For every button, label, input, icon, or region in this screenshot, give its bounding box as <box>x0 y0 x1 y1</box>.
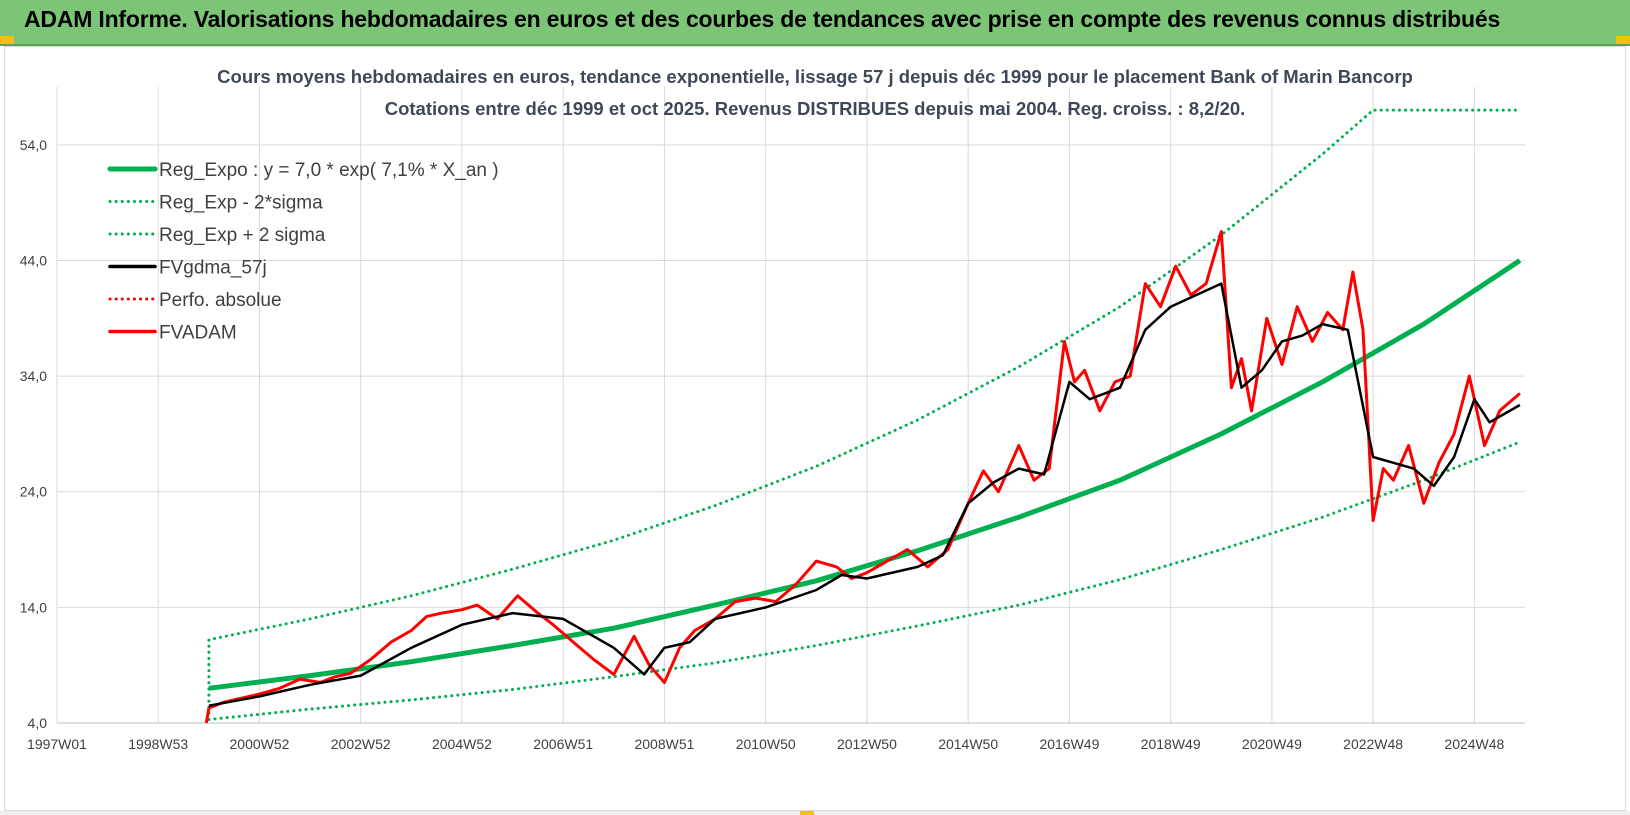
x-tick-label: 2004W52 <box>432 736 492 752</box>
x-tick-label: 2012W50 <box>837 736 897 752</box>
bottom-mark <box>800 811 814 815</box>
x-tick-label: 1998W53 <box>128 736 188 752</box>
series-line-5 <box>204 230 1521 724</box>
x-tick-label: 2008W51 <box>634 736 694 752</box>
chart-axes: 1997W01 1998W53 2000W52 2002W52 2004W52 2006W… <box>20 137 1525 752</box>
y-tick-label: 44,0 <box>20 252 47 268</box>
x-tick-label: 2016W49 <box>1039 736 1099 752</box>
x-tick-label: 2014W50 <box>938 736 998 752</box>
series-line-0 <box>208 258 1522 691</box>
x-tick-label: 2002W52 <box>331 736 391 752</box>
line-chart: 1997W01 1998W53 2000W52 2002W52 2004W52 2006W… <box>20 66 1525 752</box>
y-tick-label: 24,0 <box>20 484 47 500</box>
chart-subtitle: Cotations entre déc 1999 et oct 2025. Re… <box>385 98 1246 119</box>
legend-label: Reg_Expo : y = 7,0 * exp( 7,1% * X_an ) <box>159 160 499 181</box>
x-tick-label: 2024W48 <box>1444 736 1504 752</box>
x-tick-label: 2022W48 <box>1343 736 1403 752</box>
x-tick-label: 2020W49 <box>1242 736 1302 752</box>
series-line-1 <box>207 440 1522 721</box>
header-corner-right-mark <box>1616 36 1630 44</box>
x-tick-label: 2000W52 <box>230 736 290 752</box>
header-corner-left-mark <box>0 36 14 44</box>
series-line-2 <box>207 108 1522 721</box>
y-tick-label: 4,0 <box>28 715 48 731</box>
legend-label: Reg_Exp + 2 sigma <box>159 225 326 246</box>
series-line-3 <box>208 282 1521 707</box>
report-title: ADAM Informe. Valorisations hebdomadaire… <box>24 6 1501 32</box>
bottom-strip <box>0 811 1630 815</box>
y-tick-label: 34,0 <box>20 368 47 384</box>
chart-grid <box>56 87 1525 724</box>
chart-title: Cours moyens hebdomadaires en euros, ten… <box>217 66 1413 87</box>
x-tick-label: 1997W01 <box>27 736 87 752</box>
legend-label: Reg_Exp - 2*sigma <box>159 193 323 214</box>
report-header: ADAM Informe. Valorisations hebdomadaire… <box>0 0 1630 46</box>
x-tick-label: 2006W51 <box>533 736 593 752</box>
legend-label: FVADAM <box>159 323 237 344</box>
legend-label: FVgdma_57j <box>159 258 267 279</box>
legend-label: Perfo. absolue <box>159 290 282 311</box>
y-tick-label: 14,0 <box>20 599 47 615</box>
chart-series <box>204 108 1522 724</box>
chart-area: 1997W01 1998W53 2000W52 2002W52 2004W52 2006W… <box>4 46 1626 811</box>
y-tick-label: 54,0 <box>20 137 47 153</box>
chart-legend: Reg_Expo : y = 7,0 * exp( 7,1% * X_an ) R… <box>107 160 499 344</box>
x-tick-label: 2010W50 <box>736 736 796 752</box>
x-tick-label: 2018W49 <box>1141 736 1201 752</box>
